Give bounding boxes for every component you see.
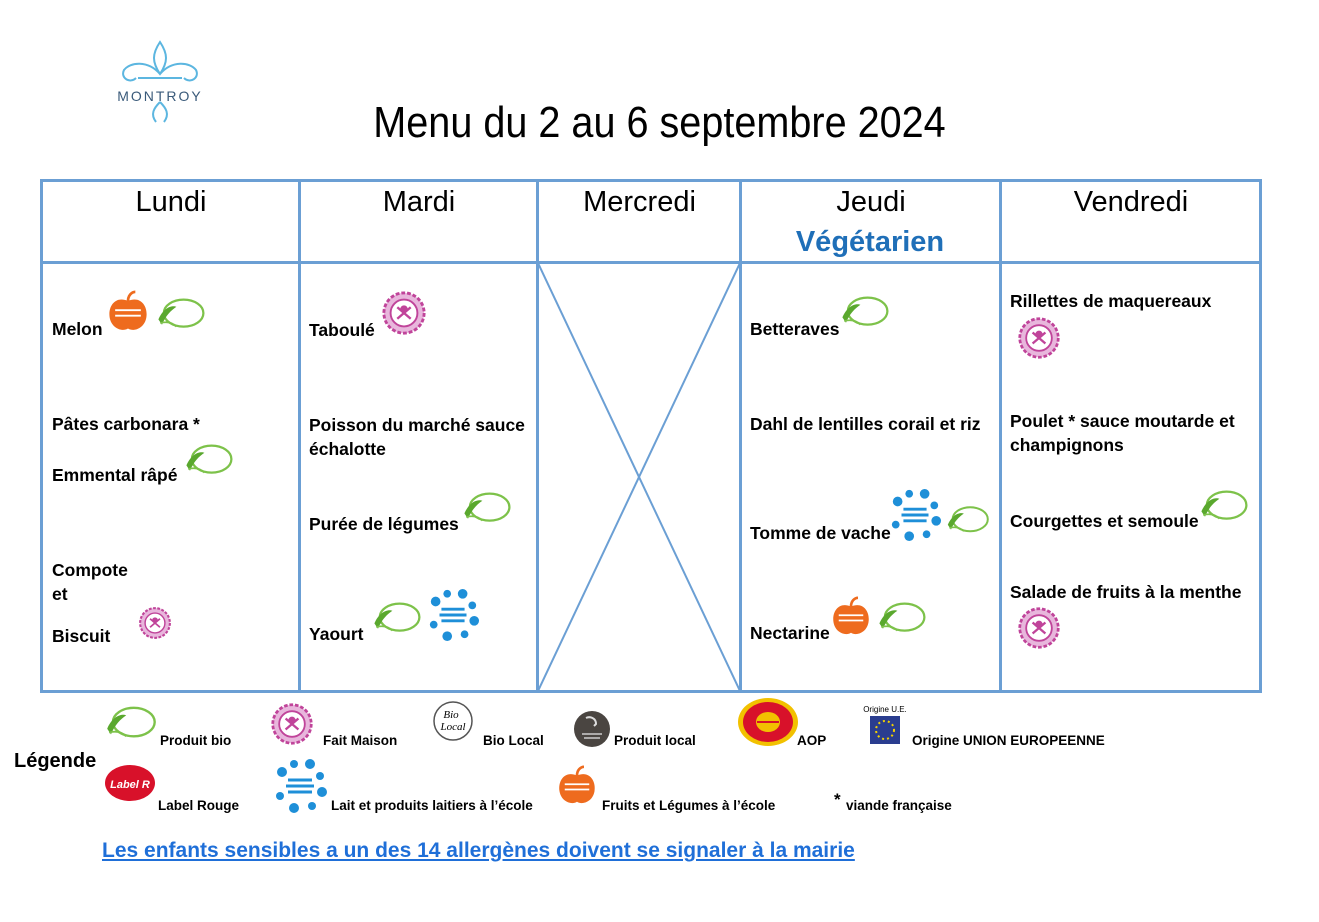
- bio-icon: [368, 600, 424, 636]
- legend-fait-maison-label: Fait Maison: [323, 733, 398, 748]
- menu-item: Dahl de lentilles corail et riz: [750, 414, 981, 434]
- allergen-notice-link[interactable]: Les enfants sensibles a un des 14 allerg…: [102, 839, 855, 862]
- mercredi-closed-cross: [538, 263, 740, 691]
- menu-item: champignons: [1010, 435, 1124, 455]
- legend-bio-local-label: Bio Local: [483, 733, 544, 748]
- menu-item: Pâtes carbonara *: [52, 414, 200, 434]
- logo-text: MONTROY: [117, 88, 203, 104]
- lait-icon: [426, 588, 480, 642]
- legend-viande-star: *: [834, 790, 841, 809]
- menu-item: Purée de légumes: [309, 514, 459, 534]
- day-header-jeudi: Jeudi: [836, 186, 906, 218]
- menu-item: et: [52, 584, 68, 604]
- produit-local-icon: [574, 711, 610, 747]
- svg-text:Bio: Bio: [443, 709, 459, 721]
- legend-origine-ue-label: Origine UNION EUROPEENNE: [912, 733, 1105, 748]
- fait-maison-icon: [1012, 316, 1066, 360]
- legend-aop-label: AOP: [797, 733, 827, 748]
- menu-item: Betteraves: [750, 319, 840, 339]
- day-header-vendredi: Vendredi: [1073, 186, 1189, 218]
- bio-icon: [944, 504, 990, 536]
- vegetarien-label: Végétarien: [795, 226, 945, 258]
- bio-icon: [180, 442, 236, 478]
- day-header-mardi: Mardi: [382, 186, 456, 218]
- legend-produit-local-label: Produit local: [614, 733, 696, 748]
- bio-icon: [102, 704, 158, 742]
- fruits-icon: [106, 290, 150, 334]
- fruits-icon: [556, 764, 598, 808]
- menu-item: Compote: [52, 560, 128, 580]
- menu-item: Emmental râpé: [52, 465, 178, 485]
- fait-maison-icon: [1012, 606, 1066, 650]
- bio-local-icon: Bio Local: [433, 701, 473, 741]
- bio-icon: [1196, 488, 1250, 524]
- menu-item: Salade de fruits à la menthe: [1010, 582, 1242, 602]
- bio-icon: [152, 296, 208, 332]
- menu-item: Tomme de vache: [750, 523, 891, 543]
- lait-icon: [272, 758, 328, 814]
- day-header-mercredi: Mercredi: [583, 186, 696, 218]
- menu-item: Rillettes de maquereaux: [1010, 291, 1212, 311]
- fait-maison-icon: [378, 290, 430, 336]
- menu-item: Biscuit: [52, 626, 111, 646]
- menu-item: Taboulé: [309, 320, 375, 340]
- label-rouge-icon: Label R: [105, 765, 155, 801]
- origine-ue-icon: Origine U.E.: [863, 705, 907, 744]
- svg-text:Label R: Label R: [110, 779, 150, 791]
- legend-bio-label: Produit bio: [160, 733, 232, 748]
- fait-maison-icon: [136, 606, 174, 640]
- legend-title: Légende: [14, 750, 97, 772]
- day-header-lundi: Lundi: [135, 186, 207, 218]
- menu-item: Melon: [52, 319, 103, 339]
- lait-icon: [888, 488, 942, 542]
- svg-text:Origine U.E.: Origine U.E.: [863, 705, 907, 714]
- legend-fruits-label: Fruits et Légumes à l’école: [602, 798, 776, 813]
- menu-item: Nectarine: [750, 623, 830, 643]
- bio-icon: [874, 600, 928, 636]
- menu-item: Courgettes et semoule: [1010, 511, 1199, 531]
- legend-lait-label: Lait et produits laitiers à l’école: [331, 798, 533, 813]
- menu-item: Poulet * sauce moutarde et: [1010, 411, 1235, 431]
- page-title: Menu du 2 au 6 septembre 2024: [373, 98, 946, 147]
- svg-text:Local: Local: [439, 721, 465, 733]
- fruits-icon: [830, 596, 872, 638]
- menu-item: Poisson du marché sauce: [309, 415, 525, 435]
- bio-icon: [458, 490, 514, 526]
- bio-icon: [836, 294, 892, 330]
- aop-icon: [738, 698, 798, 746]
- legend-viande-label: viande française: [846, 798, 952, 813]
- legend-label-rouge-label: Label Rouge: [158, 798, 240, 813]
- menu-item: Yaourt: [309, 624, 364, 644]
- fait-maison-icon: [266, 702, 318, 746]
- montroy-logo-icon: [122, 40, 198, 123]
- menu-item: échalotte: [309, 439, 386, 459]
